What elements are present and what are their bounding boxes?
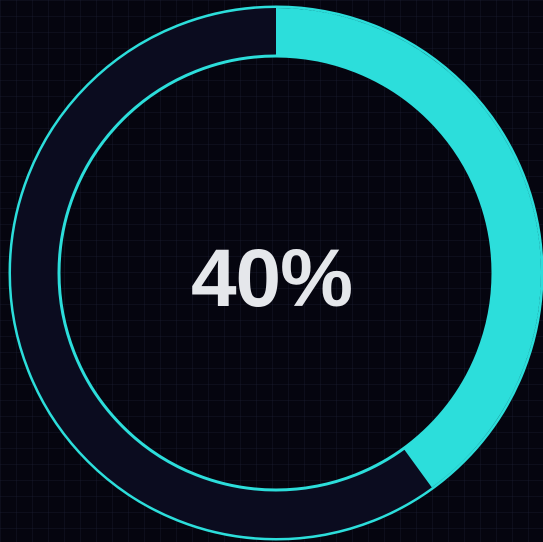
progress-outer-border <box>8 5 543 541</box>
progress-arc <box>275 8 541 488</box>
progress-inner-border <box>57 54 495 492</box>
